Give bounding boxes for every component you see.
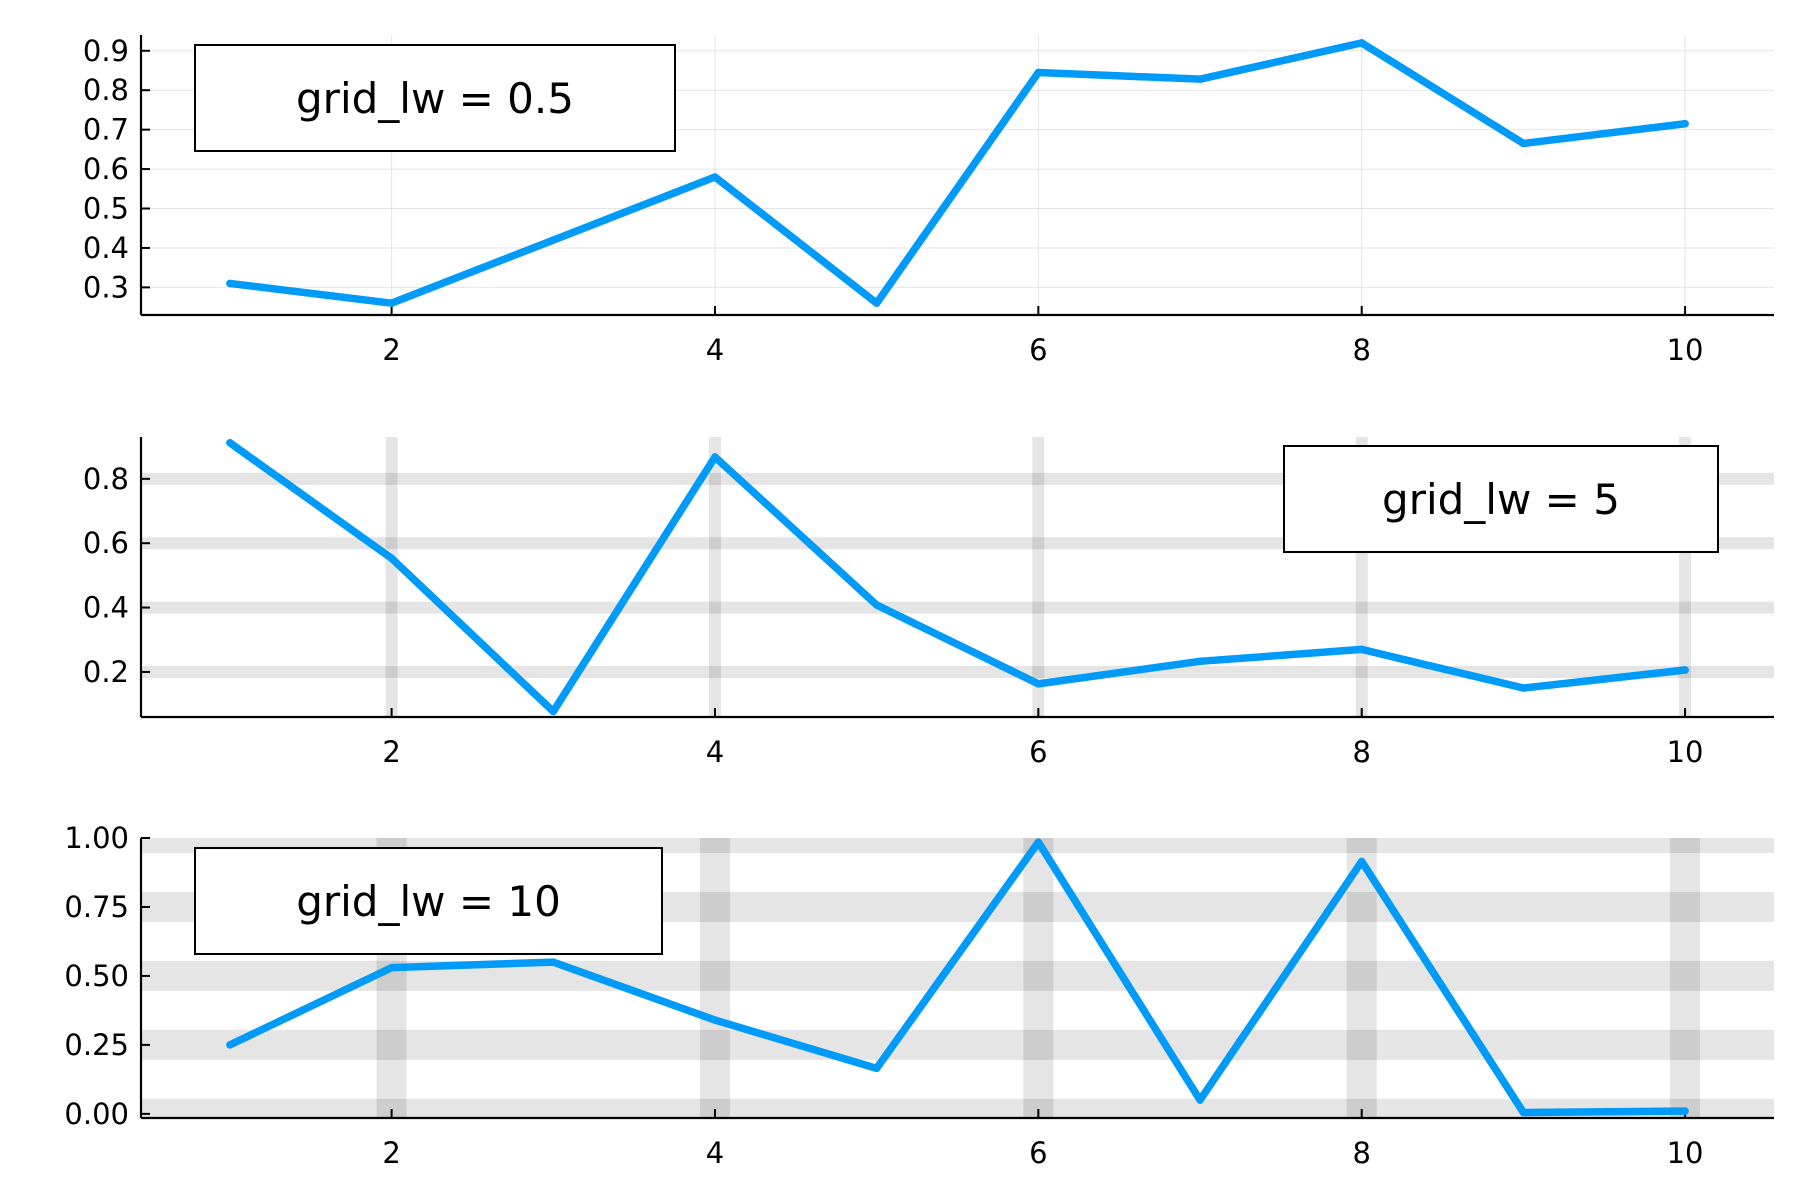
y-tick-label: 0.9 xyxy=(83,34,129,68)
data-point xyxy=(1196,657,1204,666)
x-tick-label: 6 xyxy=(1029,1136,1047,1170)
y-tick-label: 0.7 xyxy=(83,113,129,147)
legend-box xyxy=(1283,445,1719,553)
data-point xyxy=(1358,857,1366,866)
data-point xyxy=(1034,68,1043,77)
y-tick-label: 0.6 xyxy=(83,526,129,560)
data-point xyxy=(226,439,234,447)
data-point xyxy=(1681,666,1689,674)
series-line xyxy=(226,439,1689,716)
data-point xyxy=(1358,645,1366,654)
y-tick-label: 0.6 xyxy=(83,152,129,186)
x-tick-label: 6 xyxy=(1029,735,1047,769)
y-tick-label: 0.25 xyxy=(64,1028,129,1062)
x-tick-label: 8 xyxy=(1352,1136,1370,1170)
x-tick-label: 8 xyxy=(1352,333,1370,367)
legend: grid_lw = 0.5 xyxy=(194,44,676,152)
legend-label: grid_lw = 10 xyxy=(296,877,561,926)
x-tick-label: 4 xyxy=(706,333,724,367)
x-tick-label: 4 xyxy=(706,735,724,769)
data-point xyxy=(1196,1096,1204,1104)
data-point xyxy=(1519,139,1528,148)
y-tick-label: 0.4 xyxy=(83,591,129,625)
series-line xyxy=(226,39,1689,307)
data-point xyxy=(711,173,719,181)
data-point xyxy=(872,299,881,307)
y-tick-label: 0.8 xyxy=(83,462,129,496)
data-point xyxy=(872,1064,881,1073)
subplot-grid-lw-0-5: 2 4 6 8 10 0.3 0.4 0.5 0.6 0.7 0.8 0.9 grid_lw = 0.5 xyxy=(83,34,1774,367)
data-point xyxy=(1519,1108,1528,1117)
subplot-grid-lw-10: 2 4 6 8 10 0.00 0.25 0.50 0.75 1.00 grid_lw = 10 xyxy=(64,821,1774,1170)
legend: grid_lw = 10 xyxy=(194,847,663,955)
y-tick-label: 0.2 xyxy=(83,655,129,689)
data-point xyxy=(711,1016,719,1024)
data-point xyxy=(1358,39,1366,47)
data-point xyxy=(1034,680,1043,688)
data-point xyxy=(226,279,234,288)
data-point xyxy=(549,236,557,244)
y-tick-label: 0.75 xyxy=(64,890,129,924)
x-tick-label: 6 xyxy=(1029,333,1047,367)
data-point xyxy=(549,707,557,716)
legend-box xyxy=(194,44,676,152)
data-point xyxy=(549,958,557,966)
data-point xyxy=(711,453,719,461)
x-tick-label: 10 xyxy=(1667,1136,1704,1170)
data-point xyxy=(1519,684,1528,692)
y-tick-label: 0.8 xyxy=(83,73,129,107)
y-tick-label: 1.00 xyxy=(64,821,129,855)
x-tick-label: 10 xyxy=(1667,735,1704,769)
legend: grid_lw = 5 xyxy=(1283,445,1719,553)
x-tick-label: 10 xyxy=(1667,333,1704,367)
data-point xyxy=(387,963,396,972)
data-point xyxy=(387,299,396,307)
subplot-grid-lw-5: 2 4 6 8 10 0.2 0.4 0.6 0.8 grid_lw = 5 xyxy=(83,437,1774,769)
legend-box xyxy=(194,847,663,955)
x-tick-label: 2 xyxy=(382,333,400,367)
x-tick-label: 8 xyxy=(1352,735,1370,769)
data-point xyxy=(387,554,396,563)
y-tick-label: 0.3 xyxy=(83,270,129,304)
series-line xyxy=(226,838,1689,1117)
data-point xyxy=(1196,75,1204,83)
x-tick-label: 4 xyxy=(706,1136,724,1170)
data-point xyxy=(1681,1107,1689,1115)
data-point xyxy=(226,1041,234,1049)
x-tick-label: 2 xyxy=(382,1136,400,1170)
data-point xyxy=(1034,838,1043,846)
y-tick-label: 0.50 xyxy=(64,959,129,993)
y-tick-label: 0.4 xyxy=(83,231,129,265)
y-tick-label: 0.5 xyxy=(83,192,129,226)
x-tick-label: 2 xyxy=(382,735,400,769)
y-tick-label: 0.00 xyxy=(64,1097,129,1131)
legend-label: grid_lw = 5 xyxy=(1382,475,1620,524)
data-point xyxy=(1681,120,1689,128)
data-point xyxy=(872,601,881,609)
legend-label: grid_lw = 0.5 xyxy=(296,74,574,123)
